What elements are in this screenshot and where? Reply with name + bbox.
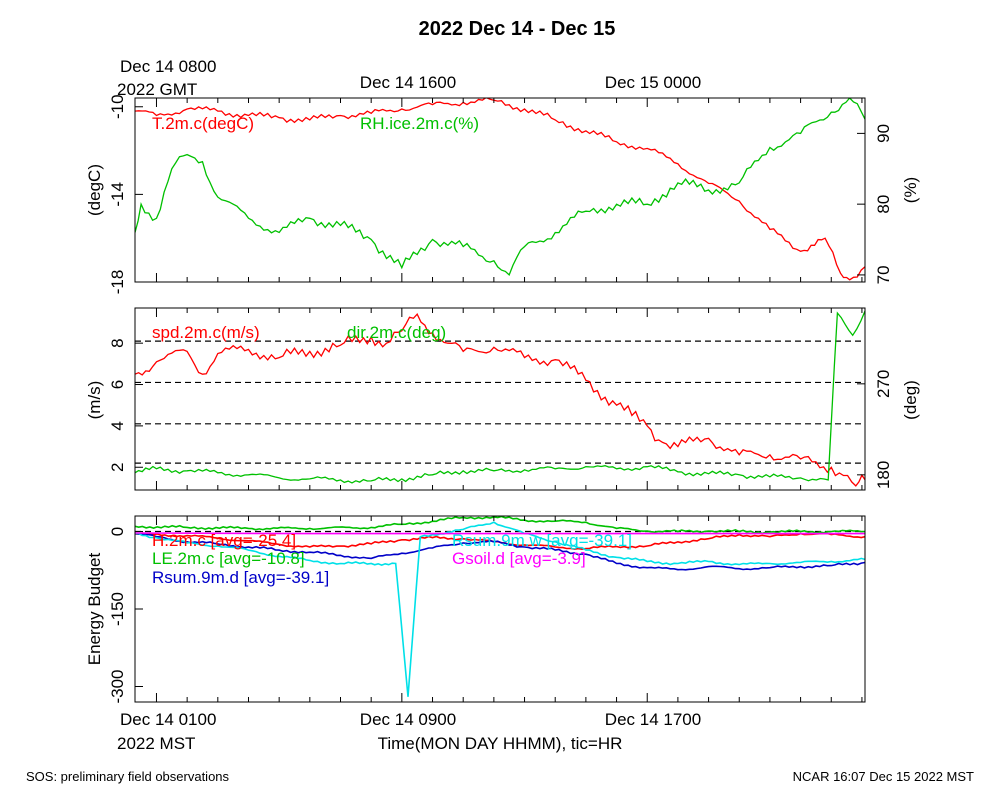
panel-2-ticks: 2 4 6 8 180 270 — [108, 308, 893, 490]
y-tick-label-left: 4 — [108, 421, 127, 430]
panel-3-ticks: 0 -150 -300 — [108, 516, 863, 704]
y-tick-label-right: 80 — [874, 195, 893, 214]
gmt-label-1: Dec 14 0800 — [120, 57, 216, 76]
series-line-rsum — [135, 532, 865, 571]
legend-temperature: T.2m.c(degC) — [152, 114, 254, 133]
panel-1-frame — [134, 97, 866, 283]
legend-rh-ice: RH.ice.2m.c(%) — [360, 114, 479, 133]
legend-rsum-w: Rsum.9m.w [avg=-39.1] — [452, 531, 632, 550]
legend-gsoil: Gsoil.d [avg=-3.9] — [452, 549, 586, 568]
legend-h: H.2m.c [avg=-25.4] — [152, 531, 296, 550]
panel-energy-budget: 0 -150 -300 Energy Budget H.2m.c [avg=-25.… — [85, 515, 866, 704]
series-line-spd — [135, 313, 865, 487]
panel-3-ylabel-left: Energy Budget — [85, 552, 104, 665]
y-tick-label-right: 270 — [874, 370, 893, 398]
mst-tick-0100: Dec 14 0100 — [120, 710, 216, 729]
legend-rsum-d: Rsum.9m.d [avg=-39.1] — [152, 568, 329, 587]
y-tick-label-left: 2 — [108, 463, 127, 472]
series-line-rsum-w — [135, 521, 865, 697]
gmt-tick-0000: Dec 15 0000 — [605, 73, 701, 92]
series-line-t — [135, 98, 865, 281]
panel-2-grid — [135, 340, 865, 464]
legend-wind-direction: dir.2m.c(deg) — [347, 323, 446, 342]
y-tick-label-left: -18 — [108, 270, 127, 295]
chart-title: 2022 Dec 14 - Dec 15 — [419, 18, 616, 40]
mst-tick-1700: Dec 14 1700 — [605, 710, 701, 729]
mst-label: 2022 MST — [117, 734, 195, 753]
panel-3-frame — [134, 515, 866, 703]
panel-wind: 2 4 6 8 180 270 (m/s) (deg) spd.2m.c(m/s) dir… — [85, 307, 920, 491]
panel-2-series — [135, 310, 865, 487]
y-tick-label-left: -300 — [108, 669, 127, 703]
y-tick-label-left: 8 — [108, 338, 127, 347]
y-tick-label-left: 6 — [108, 380, 127, 389]
panel-1-ylabel-left: (degC) — [85, 164, 104, 216]
series-line-dir — [135, 310, 865, 484]
y-tick-label-left: -10 — [108, 94, 127, 119]
panel-2-frame — [134, 307, 866, 491]
y-tick-label-left: -14 — [108, 182, 127, 207]
gmt-tick-1600: Dec 14 1600 — [360, 73, 456, 92]
panel-1-ticks: -10 -14 -18 70 80 90 — [108, 94, 893, 294]
y-tick-label-right: 180 — [874, 461, 893, 489]
panel-2-ylabel-left: (m/s) — [85, 381, 104, 420]
legend-wind-speed: spd.2m.c(m/s) — [152, 323, 260, 342]
footer-right: NCAR 16:07 Dec 15 2022 MST — [793, 769, 974, 784]
series-line-gsoil — [135, 532, 865, 535]
gmt-label-2: 2022 GMT — [117, 80, 197, 99]
panel-2-ylabel-right: (deg) — [901, 380, 920, 420]
x-axis-label: Time(MON DAY HHMM), tic=HR — [378, 734, 623, 753]
y-tick-label-left: 0 — [108, 527, 127, 536]
series-line-rh — [135, 98, 865, 277]
y-tick-label-left: -150 — [108, 592, 127, 626]
y-tick-label-right: 90 — [874, 124, 893, 143]
y-tick-label-right: 70 — [874, 265, 893, 284]
panel-1-series — [135, 98, 865, 281]
panel-3-series — [135, 516, 865, 697]
footer-left: SOS: preliminary field observations — [26, 769, 230, 784]
legend-le: LE.2m.c [avg=-10.8] — [152, 549, 305, 568]
panel-1-ylabel-right: (%) — [901, 177, 920, 203]
mst-tick-0900: Dec 14 0900 — [360, 710, 456, 729]
